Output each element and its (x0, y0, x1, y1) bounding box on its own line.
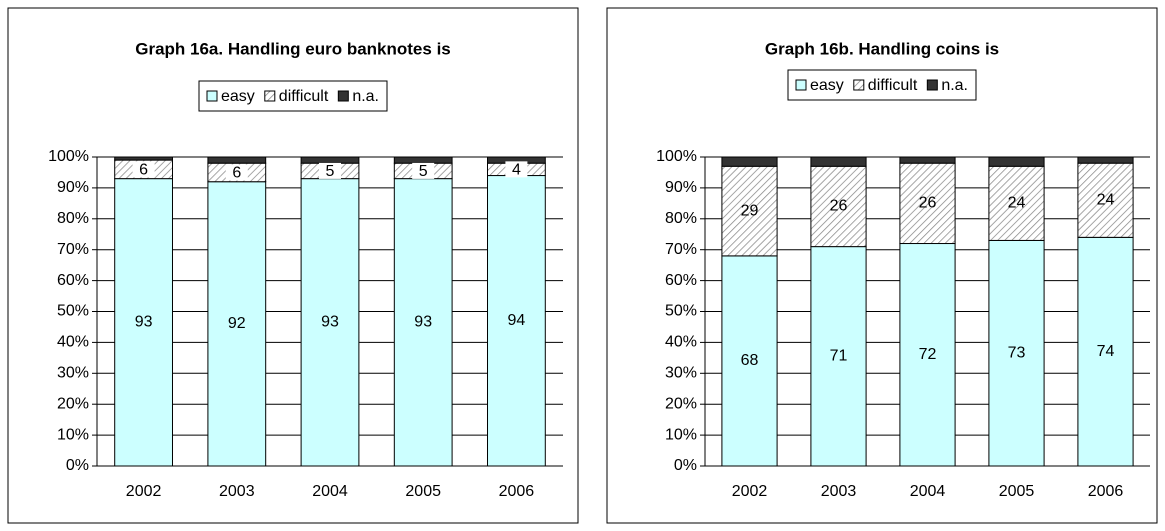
value-label: 68 (741, 352, 759, 369)
y-tick-label: 40% (57, 334, 89, 351)
value-label: 73 (1008, 344, 1026, 361)
value-label-bg (412, 162, 435, 179)
bar-segment (988, 239, 1045, 467)
legend-label: easy (810, 77, 844, 94)
legend-swatch (926, 79, 938, 91)
legend: easy difficult n.a. (787, 69, 977, 101)
x-tick-label: 2003 (219, 483, 255, 500)
x-tick-label: 2003 (821, 483, 857, 500)
bar-segment (1077, 236, 1134, 467)
y-tick-label: 40% (665, 334, 697, 351)
value-label: 4 (512, 162, 521, 179)
legend-label: n.a. (352, 88, 379, 105)
value-label: 6 (232, 165, 241, 182)
value-label: 74 (1097, 343, 1115, 360)
legend-box (198, 80, 388, 112)
value-label: 93 (414, 314, 432, 331)
y-tick-label: 70% (665, 241, 697, 258)
x-tick-label: 2002 (732, 483, 768, 500)
legend-label: n.a. (941, 77, 968, 94)
bar-segment (1077, 162, 1134, 238)
y-tick-label: 70% (57, 241, 89, 258)
value-label: 6 (139, 162, 148, 179)
value-label-bg (319, 162, 341, 179)
y-tick-label: 60% (665, 272, 697, 289)
y-tick-label: 50% (57, 303, 89, 320)
value-label: 26 (919, 195, 937, 212)
bar-segment (207, 156, 267, 164)
x-tick-label: 2004 (910, 483, 946, 500)
y-tick-label: 80% (57, 210, 89, 227)
value-label-bg (505, 161, 528, 178)
y-tick-label: 10% (665, 426, 697, 443)
value-label: 71 (830, 348, 848, 365)
value-label: 94 (508, 312, 526, 329)
value-label: 24 (1097, 191, 1115, 208)
y-tick-label: 100% (656, 148, 697, 165)
value-label: 24 (1008, 195, 1026, 212)
bar-segment (899, 243, 956, 467)
y-tick-label: 20% (57, 395, 89, 412)
legend-label: easy (221, 88, 255, 105)
y-tick-label: 0% (66, 457, 89, 474)
y-tick-label: 30% (665, 365, 697, 382)
x-tick-label: 2006 (499, 483, 535, 500)
x-tick-label: 2004 (312, 483, 348, 500)
y-tick-label: 20% (665, 395, 697, 412)
chart: Graph 16a. Handling euro banknotes is 0% 1… (7, 7, 579, 524)
legend-swatch (853, 79, 865, 91)
legend-swatch (337, 90, 349, 102)
bar-segment (393, 178, 453, 467)
legend-swatch (206, 90, 218, 102)
legend-swatch (264, 90, 276, 102)
value-label-bg (225, 164, 248, 181)
y-tick-label: 50% (665, 303, 697, 320)
x-tick-label: 2005 (405, 483, 441, 500)
bar-segment (487, 175, 546, 467)
y-tick-label: 30% (57, 365, 89, 382)
value-label: 5 (326, 163, 335, 180)
bar-segment (988, 165, 1045, 241)
value-label: 93 (135, 314, 153, 331)
bar-segment (721, 156, 778, 167)
y-tick-label: 0% (674, 457, 697, 474)
bar-segment (899, 156, 956, 164)
y-tick-label: 80% (665, 210, 697, 227)
y-tick-label: 90% (665, 179, 697, 196)
legend-label: difficult (279, 88, 329, 105)
value-label: 5 (419, 163, 428, 180)
bar-segment (810, 165, 867, 248)
bar-segment (988, 156, 1045, 167)
y-tick-label: 60% (57, 272, 89, 289)
x-tick-label: 2006 (1088, 483, 1124, 500)
legend-box (787, 69, 977, 101)
bar-segment (300, 178, 360, 467)
y-tick-label: 10% (57, 426, 89, 443)
chart-title: Graph 16a. Handling euro banknotes is (135, 39, 451, 58)
value-label: 92 (228, 315, 246, 332)
bar-segment (207, 181, 267, 467)
bar-segment (810, 156, 867, 167)
legend-swatch (795, 79, 807, 91)
y-tick-label: 90% (57, 179, 89, 196)
x-tick-label: 2002 (126, 483, 162, 500)
bar-segment (114, 156, 173, 161)
bar-segment (810, 246, 867, 467)
value-label: 93 (321, 314, 339, 331)
legend-label: difficult (868, 77, 918, 94)
value-label: 26 (830, 198, 848, 215)
legend: easy difficult n.a. (198, 80, 388, 112)
y-tick-label: 100% (48, 148, 89, 165)
value-label: 72 (919, 346, 937, 363)
value-label: 29 (741, 202, 759, 219)
bar-segment (1077, 156, 1134, 164)
value-label-bg (132, 161, 155, 178)
chart-title: Graph 16b. Handling coins is (765, 39, 999, 58)
x-tick-label: 2005 (999, 483, 1035, 500)
chart: Graph 16b. Handling coins is 0% 10% 20% 30% 4… (606, 7, 1158, 524)
